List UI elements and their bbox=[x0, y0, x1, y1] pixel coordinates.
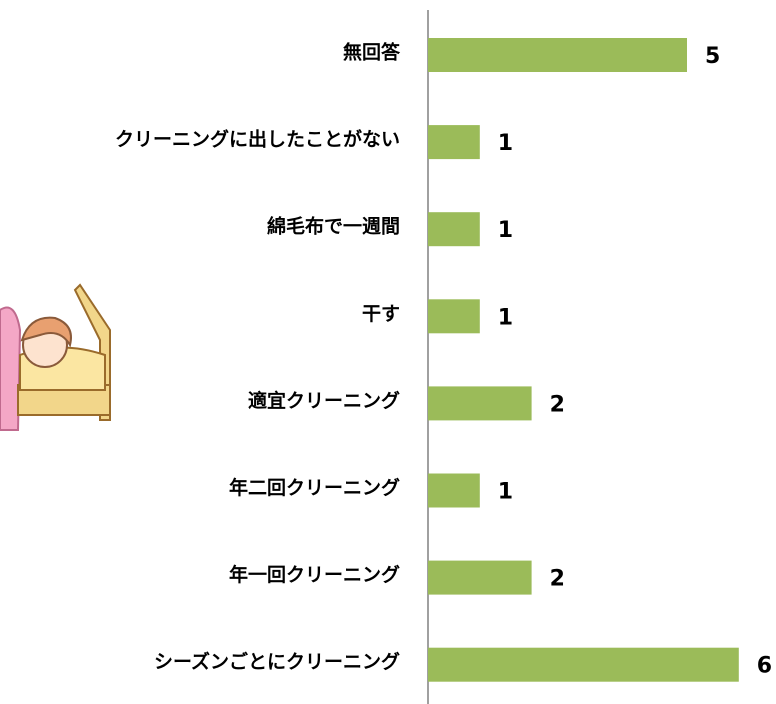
bar bbox=[428, 38, 687, 72]
bar bbox=[428, 560, 532, 595]
bar bbox=[428, 212, 480, 247]
category-label: シーズンごとにクリーニング bbox=[154, 650, 400, 673]
data-label: 6 bbox=[757, 654, 772, 679]
category-label: 無回答 bbox=[343, 41, 401, 64]
category-label: 適宜クリーニング bbox=[248, 389, 400, 412]
hair bbox=[20, 316, 72, 348]
category-label: 干す bbox=[362, 303, 400, 325]
category-label: 年二回クリーニング bbox=[229, 476, 400, 499]
illustration bbox=[0, 150, 125, 440]
data-label: 1 bbox=[498, 480, 513, 505]
data-label: 5 bbox=[705, 44, 720, 69]
bar bbox=[428, 473, 480, 508]
category-label: 綿毛布で一週間 bbox=[267, 215, 400, 238]
data-label: 1 bbox=[498, 218, 513, 243]
data-label: 2 bbox=[550, 392, 565, 417]
data-label: 1 bbox=[498, 305, 513, 330]
category-label: クリーニングに出したことがない bbox=[115, 128, 400, 151]
data-label: 2 bbox=[550, 567, 565, 592]
data-label: 1 bbox=[498, 131, 513, 156]
bar bbox=[428, 125, 480, 160]
bar bbox=[428, 299, 480, 334]
bar bbox=[428, 647, 739, 682]
bar bbox=[428, 386, 532, 421]
category-label: 年一回クリーニング bbox=[229, 563, 400, 586]
